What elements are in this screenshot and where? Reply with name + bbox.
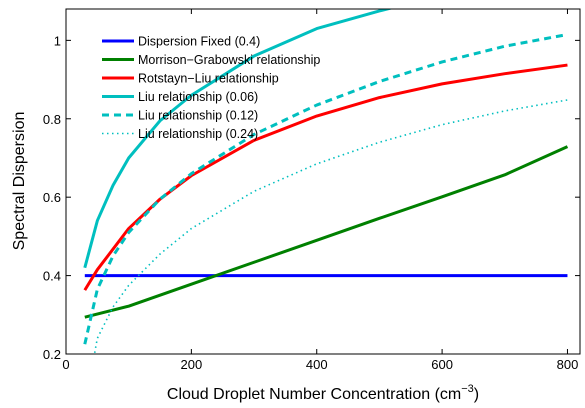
x-tick-label: 600: [431, 357, 453, 372]
y-tick-label: 0.4: [43, 269, 61, 284]
series-line-4: [83, 9, 393, 269]
x-tick-label: 0: [62, 357, 69, 372]
x-tick-label: 200: [181, 357, 203, 372]
y-tick-label: 0.8: [43, 112, 61, 127]
x-tick-label: 400: [306, 357, 328, 372]
y-tick-label: 1: [54, 33, 61, 48]
legend-label-4: Liu relationship (0.06): [138, 90, 258, 104]
y-tick-label: 0.2: [43, 347, 61, 362]
x-tick-label: 800: [557, 357, 579, 372]
series-line-5: [83, 33, 568, 345]
axes-frame: [65, 8, 581, 355]
series-layer: [83, 9, 569, 354]
legend-label-2: Morrison−Grabowski relationship: [138, 53, 320, 67]
tick-layer: 0 200 400 600 800 0.2 0.4 0.6 0.8 1: [43, 9, 580, 372]
legend-label-1: Dispersion Fixed (0.4): [138, 35, 260, 49]
legend-label-5: Liu relationship (0.12): [138, 109, 258, 123]
series-line-3: [83, 63, 568, 291]
plot-area: [66, 9, 580, 354]
x-axis-label-exponent: −3: [461, 383, 474, 395]
y-tick-label: 0.6: [43, 190, 61, 205]
y-axis-label: Spectral Dispersion: [11, 112, 28, 251]
legend: Dispersion Fixed (0.4) Morrison−Grabowski…: [102, 35, 320, 141]
series-line-2: [84, 145, 569, 319]
legend-label-3: Rotstayn−Liu relationship: [138, 72, 279, 86]
legend-label-6: Liu relationship (0.24): [138, 127, 258, 141]
x-axis-label: Cloud Droplet Number Concentration (cm−3…: [167, 383, 479, 403]
